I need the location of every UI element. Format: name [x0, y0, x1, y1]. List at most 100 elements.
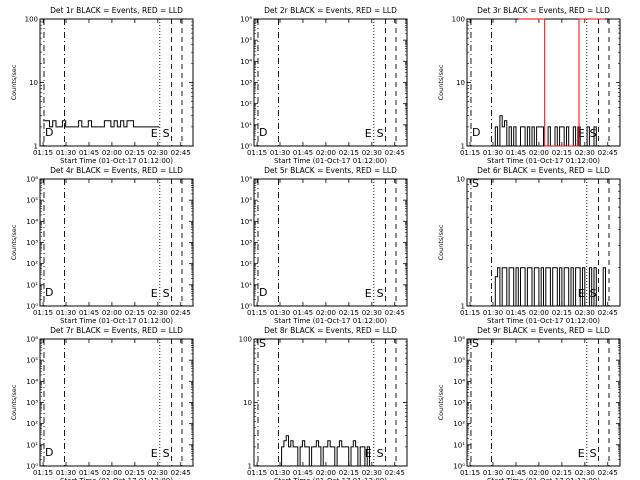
- x-tick-label: 01:15: [460, 309, 480, 317]
- x-tick-label: 01:30: [56, 469, 76, 477]
- y-tick-label: 10²: [26, 420, 38, 428]
- time-marker-label: D: [472, 126, 480, 139]
- time-marker-label: E: [365, 447, 372, 460]
- x-axis-label: Start Time (01-Oct-17 01:12:00): [274, 157, 387, 165]
- x-tick-label: 01:15: [247, 149, 267, 157]
- y-tick-label: 10: [243, 399, 252, 407]
- chart-panel-7: Det 7r BLACK = Events, RED = LLD 10⁰ 10¹ 10…: [10, 326, 194, 480]
- x-tick-label: 02:15: [552, 309, 572, 317]
- y-tick-label: 10⁵: [26, 357, 38, 365]
- x-tick-label: 02:45: [385, 469, 405, 477]
- y-tick-label: 10²: [240, 100, 252, 108]
- plot-frame: [39, 178, 194, 307]
- x-tick-label: 02:30: [575, 309, 595, 317]
- x-tick-label: 01:30: [483, 469, 503, 477]
- x-tick-label: 01:45: [293, 149, 313, 157]
- y-tick-label: 10⁴: [240, 218, 252, 226]
- y-tick-label: 10³: [26, 239, 38, 247]
- x-tick-label: 01:45: [79, 309, 99, 317]
- y-axis-label: Counts/sec: [437, 224, 445, 260]
- y-tick-label: 100: [239, 336, 252, 344]
- time-marker-label: E: [578, 447, 585, 460]
- x-tick-label: 02:45: [598, 469, 618, 477]
- x-tick-label: 02:15: [125, 469, 145, 477]
- time-marker-label: S: [377, 287, 384, 300]
- x-tick-label: 02:30: [148, 469, 168, 477]
- x-tick-label: 02:00: [102, 149, 122, 157]
- x-axis-label: Start Time (01-Oct-17 01:12:00): [60, 317, 173, 325]
- plot-frame: [253, 178, 408, 307]
- y-tick-label: 10⁶: [26, 176, 38, 184]
- time-marker-label: D: [259, 286, 267, 299]
- x-tick-label: 02:30: [362, 469, 382, 477]
- x-tick-label: 02:30: [575, 149, 595, 157]
- x-tick-label: 02:00: [529, 469, 549, 477]
- x-tick-label: 02:00: [102, 469, 122, 477]
- y-axis-label: Counts/sec: [437, 64, 445, 100]
- y-tick-label: 100: [452, 16, 465, 24]
- chart-panel-6: Det 6r BLACK = Events, RED = LLD 1 10 01:15…: [437, 166, 621, 325]
- x-tick-label: 02:30: [362, 149, 382, 157]
- x-tick-label: 01:15: [33, 469, 53, 477]
- x-tick-label: 02:15: [339, 149, 359, 157]
- y-tick-label: 10⁰: [240, 303, 252, 311]
- y-tick-label: 10⁵: [240, 37, 252, 45]
- chart-title: Det 7r BLACK = Events, RED = LLD: [50, 326, 183, 335]
- x-axis-label: Start Time (01-Oct-17 01:12:00): [487, 157, 600, 165]
- y-tick-label: 10⁵: [26, 197, 38, 205]
- time-marker-label: D: [45, 286, 53, 299]
- x-tick-label: 01:15: [460, 149, 480, 157]
- time-marker-label: E: [578, 127, 585, 140]
- x-tick-label: 01:30: [56, 149, 76, 157]
- x-axis-label: Start Time (01-Oct-17 01:12:00): [60, 157, 173, 165]
- x-tick-label: 02:15: [339, 309, 359, 317]
- series-events: [493, 267, 608, 307]
- y-tick-label: 10¹: [240, 281, 252, 289]
- y-tick-label: 10⁰: [26, 303, 38, 311]
- x-axis-label: Start Time (01-Oct-17 01:12:00): [274, 477, 387, 480]
- x-tick-label: 02:15: [552, 469, 572, 477]
- y-tick-label: 10¹: [240, 121, 252, 129]
- y-tick-label: 10³: [26, 399, 38, 407]
- x-tick-label: 02:30: [148, 309, 168, 317]
- y-tick-label: 10³: [453, 399, 465, 407]
- x-tick-label: 01:30: [270, 309, 290, 317]
- y-tick-label: 10⁶: [26, 336, 38, 344]
- x-tick-label: 02:00: [529, 149, 549, 157]
- x-axis-label: Start Time (01-Oct-17 01:12:00): [487, 477, 600, 480]
- x-tick-label: 01:15: [460, 469, 480, 477]
- y-tick-label: 1: [461, 303, 465, 311]
- x-tick-label: 01:45: [293, 469, 313, 477]
- x-tick-label: 02:45: [171, 309, 191, 317]
- time-marker-label: S: [590, 447, 597, 460]
- time-marker-label: S: [163, 447, 170, 460]
- time-marker-label: S: [259, 337, 266, 350]
- chart-title: Det 2r BLACK = Events, RED = LLD: [264, 6, 397, 15]
- plot-frame: [39, 338, 194, 467]
- y-tick-label: 10: [456, 176, 465, 184]
- chart-panel-8: Det 8r BLACK = Events, RED = LLD 1 10 100 01…: [239, 326, 408, 480]
- x-tick-label: 01:45: [506, 469, 526, 477]
- y-tick-label: 10: [456, 79, 465, 87]
- y-tick-label: 10²: [26, 260, 38, 268]
- chart-panel-3: Det 3r BLACK = Events, RED = LLD 1 10 100 01…: [437, 6, 621, 165]
- y-tick-label: 10³: [240, 79, 252, 87]
- x-tick-label: 02:45: [385, 149, 405, 157]
- x-tick-label: 01:45: [506, 309, 526, 317]
- time-marker-label: S: [163, 287, 170, 300]
- y-tick-label: 10⁰: [26, 463, 38, 471]
- y-tick-label: 10⁵: [240, 197, 252, 205]
- x-tick-label: 02:00: [529, 309, 549, 317]
- x-tick-label: 01:30: [270, 469, 290, 477]
- y-tick-label: 10²: [240, 260, 252, 268]
- y-tick-label: 100: [25, 16, 38, 24]
- time-marker-label: E: [578, 287, 585, 300]
- x-axis-label: Start Time (01-Oct-17 01:12:00): [60, 477, 173, 480]
- x-axis-label: Start Time (01-Oct-17 01:12:00): [274, 317, 387, 325]
- x-tick-label: 02:45: [598, 309, 618, 317]
- x-tick-label: 01:45: [293, 309, 313, 317]
- chart-panel-2: Det 2r BLACK = Events, RED = LLD 10⁰ 10¹ 10…: [240, 6, 408, 165]
- y-axis-label: Counts/sec: [10, 224, 18, 260]
- y-tick-label: 10⁶: [453, 336, 465, 344]
